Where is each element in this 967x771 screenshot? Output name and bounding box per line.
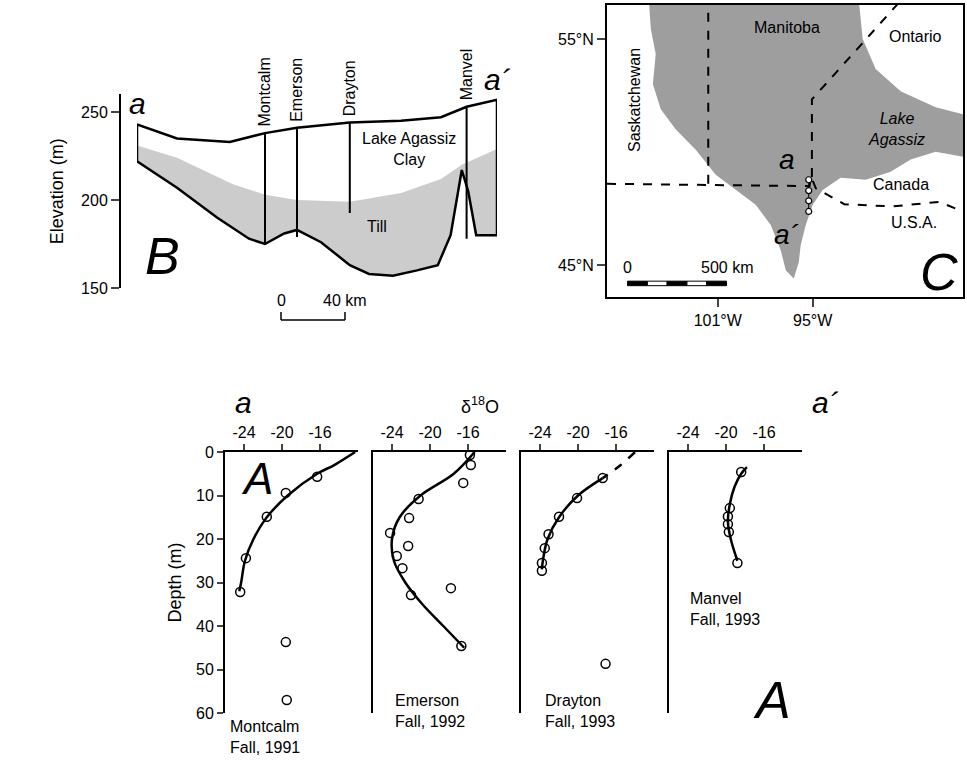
svg-text:50: 50 [196,661,214,678]
svg-text:C: C [920,243,958,301]
svg-text:-24: -24 [232,424,255,441]
svg-text:250: 250 [81,104,108,121]
svg-text:-16: -16 [752,424,775,441]
svg-text:-16: -16 [456,424,479,441]
svg-text:U.S.A.: U.S.A. [891,214,937,231]
svg-text:-16: -16 [308,424,331,441]
svg-text:Manvel: Manvel [458,49,475,101]
svg-text:500 km: 500 km [701,259,753,276]
svg-text:DraytonFall, 1993: DraytonFall, 1993 [545,692,615,730]
svg-text:EmersonFall, 1992: EmersonFall, 1992 [395,692,465,730]
svg-text:Canada: Canada [873,176,929,193]
svg-text:40 km: 40 km [323,292,367,309]
svg-text:45°N: 45°N [558,257,594,274]
svg-text:Ontario: Ontario [889,28,942,45]
svg-text:Saskatchewan: Saskatchewan [626,48,643,152]
svg-text:-20: -20 [566,424,589,441]
svg-text:-16: -16 [604,424,627,441]
svg-text:55°N: 55°N [558,31,594,48]
svg-text:Lake AgassizClay: Lake AgassizClay [362,130,456,168]
svg-text:Manitoba: Manitoba [754,19,820,36]
svg-text:10: 10 [196,487,214,504]
svg-text:20: 20 [196,531,214,548]
svg-text:ManvelFall, 1993: ManvelFall, 1993 [690,590,760,628]
svg-text:200: 200 [81,192,108,209]
svg-text:-24: -24 [380,424,403,441]
svg-text:-24: -24 [676,424,699,441]
svg-text:-20: -20 [418,424,441,441]
svg-text:-20: -20 [714,424,737,441]
svg-text:Montcalm: Montcalm [256,57,273,126]
svg-text:60: 60 [196,705,214,722]
svg-text:a: a [779,144,795,175]
svg-text:0: 0 [205,444,214,461]
svg-text:B: B [145,227,180,285]
svg-text:a´: a´ [812,386,839,419]
svg-text:Emerson: Emerson [288,58,305,122]
svg-text:150: 150 [81,280,108,297]
svg-text:30: 30 [196,574,214,591]
svg-text:Depth (m): Depth (m) [165,542,185,622]
svg-text:a´: a´ [774,219,799,250]
svg-text:A: A [753,671,791,729]
svg-text:a´: a´ [484,63,511,96]
svg-text:a: a [129,87,146,120]
svg-text:-20: -20 [270,424,293,441]
svg-text:101°W: 101°W [694,312,743,329]
svg-text:-24: -24 [528,424,551,441]
svg-text:Elevation (m): Elevation (m) [47,138,67,244]
svg-text:95°W: 95°W [793,312,833,329]
svg-text:0: 0 [623,259,632,276]
svg-text:Drayton: Drayton [341,60,358,116]
svg-text:δ​18​O: δ​18​O [461,394,499,417]
svg-text:Till: Till [367,218,387,235]
svg-text:40: 40 [196,618,214,635]
svg-text:MontcalmFall, 1991: MontcalmFall, 1991 [230,718,300,756]
svg-text:0: 0 [277,292,286,309]
svg-text:A: A [241,454,273,503]
svg-text:a: a [235,386,252,419]
svg-text:LakeAgassiz: LakeAgassiz [868,110,925,148]
